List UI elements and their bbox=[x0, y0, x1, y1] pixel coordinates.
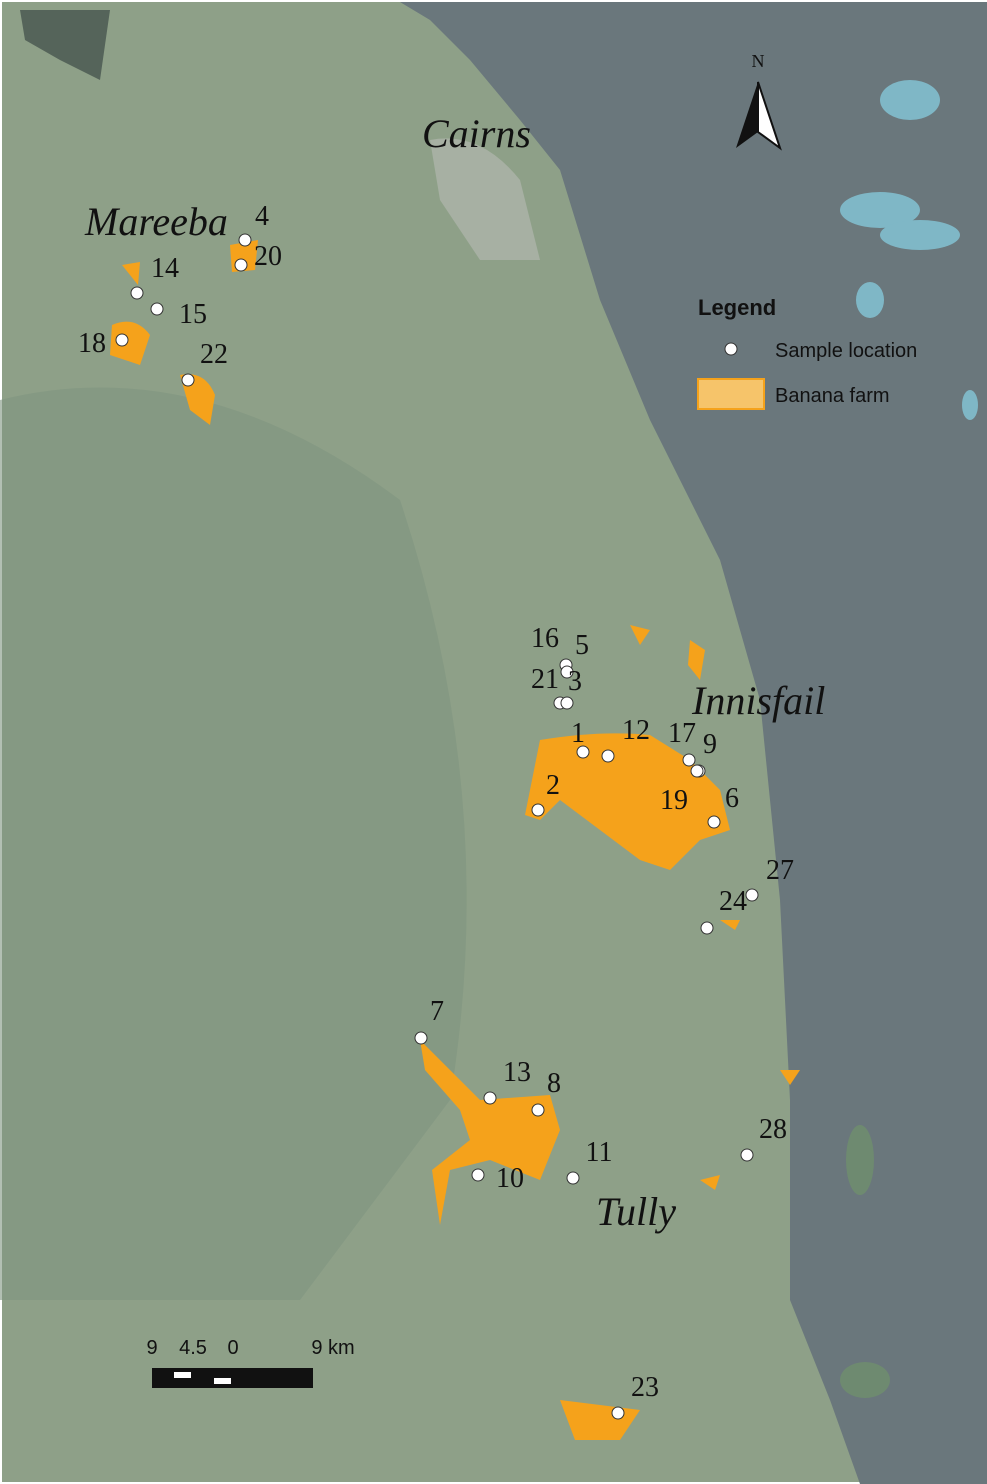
sample-point bbox=[531, 803, 545, 817]
sample-label: 10 bbox=[496, 1163, 524, 1194]
sample-point bbox=[414, 1031, 428, 1045]
sample-label: 23 bbox=[631, 1372, 659, 1403]
sample-point bbox=[700, 921, 714, 935]
forest bbox=[0, 387, 467, 1300]
sample-label: 11 bbox=[586, 1137, 613, 1168]
sample-label: 21 bbox=[531, 664, 559, 695]
sample-point bbox=[150, 302, 164, 316]
sample-point bbox=[234, 258, 248, 272]
legend-title: Legend bbox=[698, 295, 776, 320]
sample-point bbox=[576, 745, 590, 759]
sample-point bbox=[238, 233, 252, 247]
legend-label: Banana farm bbox=[775, 385, 890, 407]
sample-point bbox=[745, 888, 759, 902]
sample-label: 17 bbox=[668, 718, 696, 749]
sample-point bbox=[531, 1103, 545, 1117]
lake bbox=[20, 10, 110, 80]
sample-label: 22 bbox=[200, 339, 228, 370]
sample-label: 7 bbox=[430, 996, 444, 1027]
sample-point bbox=[566, 1171, 580, 1185]
legend-label: Sample location bbox=[775, 340, 917, 362]
sample-point bbox=[740, 1148, 754, 1162]
sample-label: 18 bbox=[78, 328, 106, 359]
sample-label: 6 bbox=[725, 783, 739, 814]
sample-label: 19 bbox=[660, 785, 688, 816]
legend-symbol bbox=[697, 378, 765, 410]
sample-point bbox=[682, 753, 696, 767]
sample-point bbox=[115, 333, 129, 347]
sample-point bbox=[560, 696, 574, 710]
sample-label: 15 bbox=[179, 299, 207, 330]
sample-point bbox=[690, 764, 704, 778]
sample-point bbox=[483, 1091, 497, 1105]
reef bbox=[840, 80, 978, 1398]
sample-point bbox=[130, 286, 144, 300]
sample-label: 9 bbox=[703, 729, 717, 760]
town-name: Innisfail bbox=[691, 678, 825, 723]
scale-label: 4.5 bbox=[179, 1337, 207, 1359]
town-name: Cairns bbox=[422, 111, 531, 156]
sample-label: 4 bbox=[255, 201, 269, 232]
scale-label: 0 bbox=[227, 1337, 238, 1359]
north-arrow: N bbox=[736, 51, 782, 151]
sample-label: 2 bbox=[546, 770, 560, 801]
sample-label: 12 bbox=[622, 715, 650, 746]
sample-point bbox=[181, 373, 195, 387]
north-label: N bbox=[752, 51, 765, 71]
urban bbox=[430, 138, 540, 260]
sea bbox=[400, 2, 987, 1484]
sample-point bbox=[707, 815, 721, 829]
sample-label: 27 bbox=[766, 855, 794, 886]
sample-label: 1 bbox=[571, 718, 585, 749]
sample-point bbox=[611, 1406, 625, 1420]
scale-label: 9 km bbox=[311, 1337, 354, 1359]
sample-point bbox=[560, 665, 574, 679]
banana-farms bbox=[110, 240, 800, 1440]
legend-symbol bbox=[724, 342, 738, 356]
sample-label: 3 bbox=[568, 666, 582, 697]
sample-label: 14 bbox=[151, 253, 179, 284]
town-name: Mareeba bbox=[84, 199, 228, 244]
scale-bar: 9 4.5 0 9 km bbox=[146, 1337, 355, 1388]
sample-label: 13 bbox=[503, 1057, 531, 1088]
sample-label: 8 bbox=[547, 1068, 561, 1099]
sample-label: 20 bbox=[254, 241, 282, 272]
sample-point bbox=[471, 1168, 485, 1182]
legend: Legend Sample location Banana farm bbox=[697, 295, 917, 410]
sample-label: 16 bbox=[531, 623, 559, 654]
sample-point bbox=[601, 749, 615, 763]
town-name: Tully bbox=[596, 1189, 676, 1234]
sample-label: 5 bbox=[575, 630, 589, 661]
sample-label: 28 bbox=[759, 1114, 787, 1145]
sample-label: 24 bbox=[719, 886, 747, 917]
scale-label: 9 bbox=[146, 1337, 157, 1359]
